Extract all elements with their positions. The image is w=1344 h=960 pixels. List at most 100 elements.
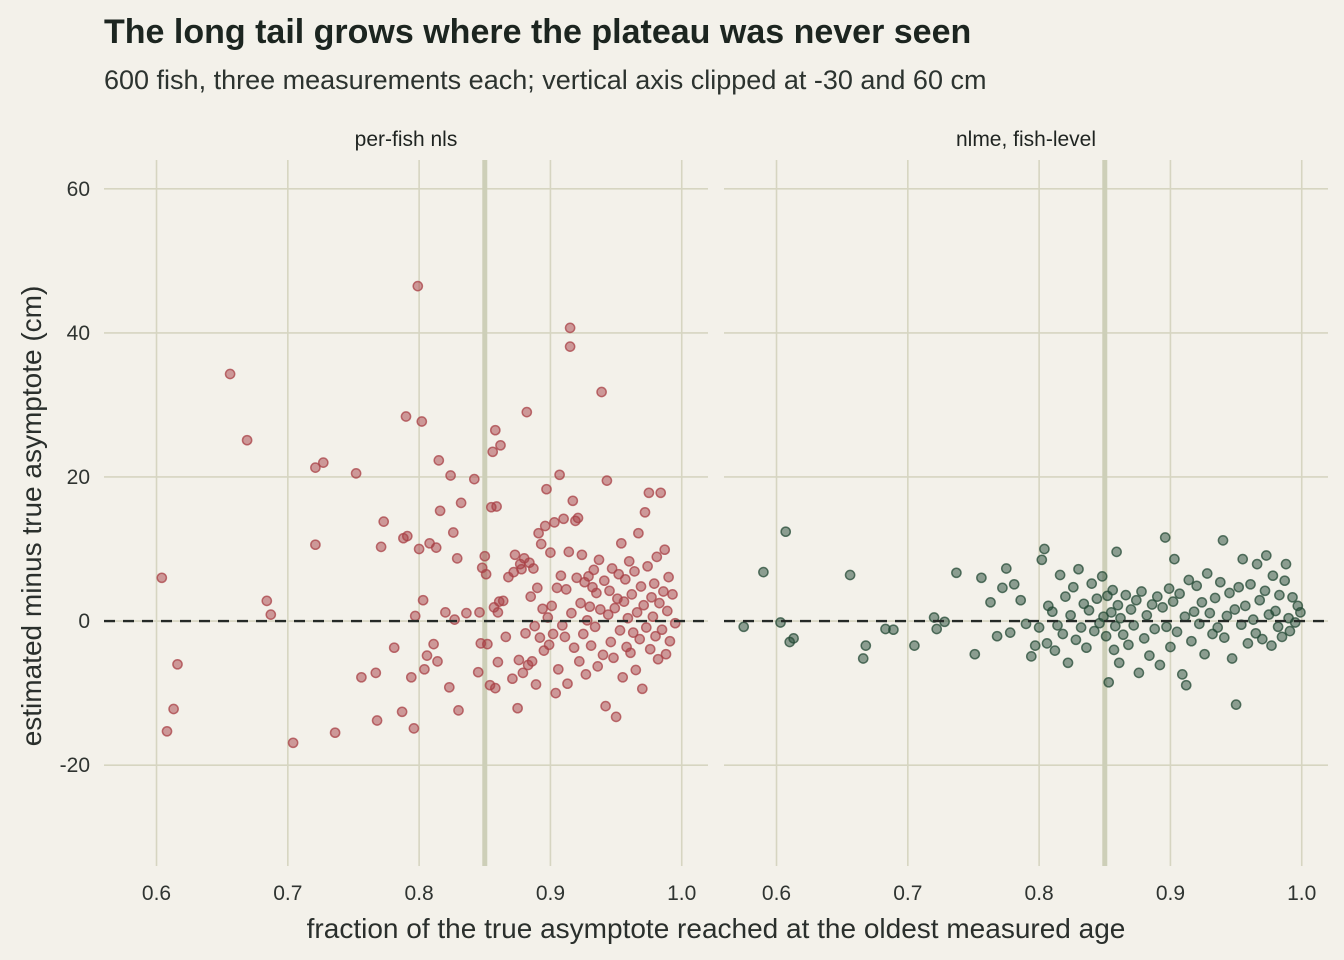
data-point bbox=[638, 599, 650, 611]
data-point bbox=[639, 506, 651, 518]
data-point bbox=[597, 649, 609, 661]
data-point bbox=[412, 280, 424, 292]
data-point bbox=[1033, 622, 1045, 633]
data-point bbox=[1105, 607, 1117, 618]
panel-2: nlme, fish-level 0.6 0.7 0.8 0.9 1.0 bbox=[724, 128, 1328, 905]
data-point bbox=[1191, 580, 1203, 592]
data-point bbox=[468, 473, 480, 485]
data-point bbox=[562, 678, 573, 690]
data-point bbox=[642, 560, 653, 572]
data-point bbox=[1224, 587, 1235, 599]
data-point bbox=[408, 723, 420, 734]
data-point bbox=[1109, 620, 1121, 632]
data-point bbox=[1270, 605, 1281, 617]
data-point bbox=[1217, 535, 1229, 546]
data-point bbox=[605, 636, 617, 648]
data-point bbox=[1201, 568, 1213, 579]
x-tick-label: 0.7 bbox=[273, 882, 302, 905]
data-point bbox=[1067, 581, 1079, 593]
data-point bbox=[1188, 606, 1200, 618]
data-point bbox=[1081, 642, 1092, 654]
data-point bbox=[480, 568, 492, 580]
data-point bbox=[409, 610, 421, 622]
data-point bbox=[1209, 592, 1221, 604]
data-point bbox=[1123, 639, 1134, 651]
data-point bbox=[1242, 638, 1254, 649]
data-point bbox=[521, 406, 533, 418]
data-point bbox=[1218, 632, 1230, 643]
data-point bbox=[1107, 584, 1119, 596]
data-point bbox=[539, 520, 551, 532]
data-point bbox=[1138, 633, 1150, 644]
data-point bbox=[482, 638, 493, 650]
x-tick-label: 0.9 bbox=[536, 882, 565, 905]
data-point bbox=[156, 572, 168, 584]
data-point bbox=[443, 681, 455, 693]
data-point bbox=[378, 516, 390, 527]
data-point bbox=[1070, 634, 1082, 646]
data-point bbox=[1000, 563, 1012, 574]
data-point bbox=[489, 682, 501, 694]
data-point bbox=[1174, 588, 1185, 600]
data-point bbox=[530, 679, 542, 690]
data-point bbox=[1230, 699, 1242, 710]
data-point bbox=[455, 497, 467, 509]
data-point bbox=[419, 663, 430, 675]
data-point bbox=[573, 656, 585, 667]
data-point bbox=[634, 633, 646, 645]
data-point bbox=[1103, 676, 1115, 688]
data-point bbox=[619, 573, 631, 585]
data-point bbox=[551, 582, 563, 594]
data-point bbox=[585, 640, 597, 651]
data-point bbox=[525, 591, 537, 602]
data-point bbox=[261, 595, 273, 607]
data-point bbox=[396, 706, 408, 718]
y-axis-label: estimated minus true asymptote (cm) bbox=[16, 286, 47, 747]
data-point bbox=[626, 589, 638, 600]
data-point bbox=[1289, 617, 1301, 628]
data-point bbox=[660, 648, 672, 660]
data-point bbox=[310, 462, 321, 473]
data-point bbox=[1151, 591, 1163, 602]
data-point bbox=[648, 578, 660, 589]
data-point bbox=[1176, 669, 1188, 680]
data-point bbox=[1169, 553, 1180, 565]
data-point bbox=[491, 501, 502, 512]
x-tick-label: 0.9 bbox=[1156, 882, 1185, 905]
data-point bbox=[535, 538, 547, 550]
data-point bbox=[909, 640, 920, 651]
data-point bbox=[618, 596, 630, 607]
data-point bbox=[1115, 612, 1126, 624]
data-point bbox=[492, 656, 504, 668]
data-point bbox=[656, 624, 668, 636]
data-point bbox=[571, 572, 583, 584]
data-point bbox=[568, 642, 580, 654]
data-point bbox=[591, 587, 602, 599]
data-point bbox=[449, 614, 460, 625]
data-point bbox=[738, 621, 750, 633]
data-point bbox=[487, 446, 499, 458]
data-point bbox=[572, 512, 584, 524]
data-point bbox=[650, 630, 661, 642]
data-point bbox=[350, 468, 362, 479]
data-point bbox=[356, 671, 367, 683]
data-point bbox=[857, 653, 869, 664]
data-point bbox=[1159, 532, 1171, 543]
data-point bbox=[1136, 586, 1147, 597]
data-point bbox=[497, 595, 509, 607]
data-point bbox=[1254, 594, 1266, 606]
data-point bbox=[610, 711, 622, 723]
data-point bbox=[1065, 609, 1076, 621]
data-point bbox=[564, 341, 576, 352]
data-point bbox=[161, 725, 173, 737]
data-point bbox=[447, 527, 459, 538]
data-point bbox=[405, 671, 417, 683]
data-point bbox=[537, 603, 548, 615]
data-point bbox=[1029, 640, 1041, 651]
data-point bbox=[643, 487, 655, 499]
data-point bbox=[775, 617, 786, 628]
data-point bbox=[1251, 558, 1263, 570]
data-point bbox=[541, 483, 552, 495]
data-point bbox=[1165, 641, 1176, 653]
data-point bbox=[596, 386, 607, 398]
